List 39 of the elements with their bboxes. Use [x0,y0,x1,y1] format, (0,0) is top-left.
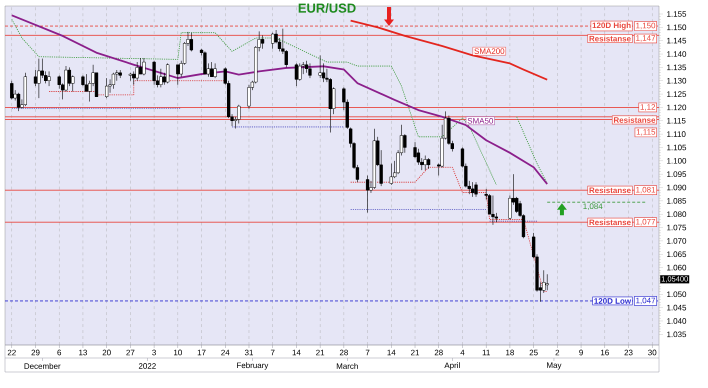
candlestick [470,182,474,198]
candlestick [166,63,170,84]
candlestick [135,62,139,82]
candlestick [298,63,302,82]
candlestick [190,32,194,52]
candlestick [16,92,20,112]
candlestick [247,84,251,110]
candlestick [142,58,146,76]
candlestick [210,62,214,78]
candlestick [308,63,312,78]
candlestick [84,74,88,92]
line-series [350,166,548,292]
candlestick [546,274,549,291]
candlestick [474,182,478,198]
candlestick [159,68,163,88]
candlestick [203,51,207,74]
candlestick [132,71,136,86]
candlestick [271,32,274,50]
candlestick [491,195,495,226]
candlestick [260,35,264,50]
candlestick [176,64,180,86]
candlestick [366,175,370,213]
candlestick [294,63,298,86]
candlestick [213,63,217,78]
line-series [350,20,548,81]
candlestick [138,58,142,74]
candlestick [37,58,41,98]
candlestick [390,163,393,186]
candlestick [318,55,322,78]
chart-title: EUR/USD [298,3,356,13]
candlestick [152,60,156,86]
candlestick [403,134,407,154]
candlestick [426,158,430,170]
candlestick [112,72,116,90]
candlestick [47,71,51,86]
candlestick [34,70,38,86]
candlestick [424,155,427,170]
candlestick [104,78,108,98]
candlestick [10,80,14,100]
